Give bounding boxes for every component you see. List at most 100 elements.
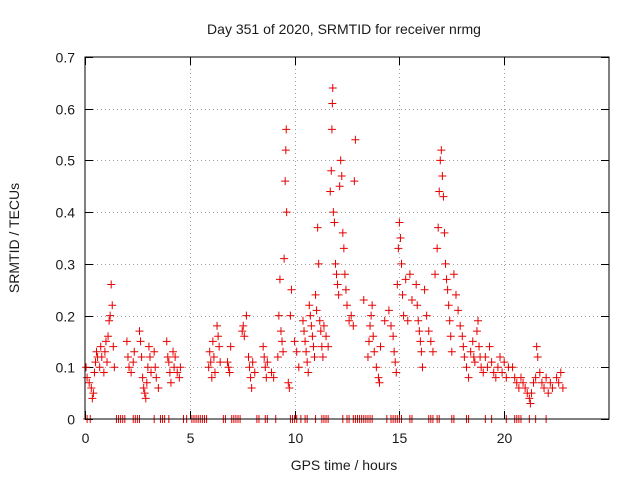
data-point: [206, 358, 215, 367]
data-point: [333, 280, 342, 289]
data-point: [143, 363, 152, 372]
data-point: [163, 352, 172, 361]
data-point: [269, 373, 278, 382]
data-point: [491, 373, 500, 382]
data-point: [521, 383, 530, 392]
data-point: [103, 358, 112, 367]
data-point: [552, 373, 561, 382]
data-point: [363, 352, 372, 361]
data-point: [313, 223, 322, 232]
data-point: [433, 244, 442, 253]
data-point: [420, 285, 429, 294]
data-point: [205, 347, 214, 356]
data-point: [273, 352, 282, 361]
data-point: [173, 368, 182, 377]
data-point: [405, 270, 414, 279]
y-tick-label: 0.4: [56, 205, 76, 221]
data-point: [376, 342, 385, 351]
data-point: [245, 363, 254, 372]
data-point: [101, 337, 110, 346]
y-axis-label: SRMTID / TECUs: [6, 183, 22, 293]
data-point: [105, 316, 114, 325]
data-point: [138, 373, 147, 382]
data-point: [446, 332, 455, 341]
data-point: [458, 332, 467, 341]
data-point: [558, 383, 567, 392]
data-point: [459, 342, 468, 351]
data-point: [169, 347, 178, 356]
data-point: [350, 177, 359, 186]
data-point: [95, 363, 104, 372]
axes: 0 0.1 0.2 0.3 0.4 0.5 0.6 0.7 0 5 10 15 20: [56, 50, 609, 446]
data-point: [339, 244, 348, 253]
data-point: [395, 218, 404, 227]
data-point: [556, 368, 565, 377]
data-point: [279, 347, 288, 356]
data-point: [328, 84, 337, 93]
data-point: [90, 368, 99, 377]
data-point: [331, 259, 340, 268]
data-point: [106, 311, 115, 320]
data-point: [267, 368, 276, 377]
data-point: [416, 337, 425, 346]
data-point: [298, 316, 307, 325]
data-point: [310, 352, 319, 361]
data-point: [529, 378, 538, 387]
data-point: [129, 358, 138, 367]
data-point: [166, 378, 175, 387]
data-point: [384, 306, 393, 315]
data-point: [225, 368, 234, 377]
data-point: [262, 373, 271, 382]
data-point: [500, 358, 509, 367]
data-point: [343, 301, 351, 310]
data-point: [209, 352, 218, 361]
data-point: [97, 352, 106, 361]
x-tick-label: 10: [288, 430, 304, 446]
data-point: [542, 373, 551, 382]
data-point: [443, 285, 452, 294]
data-point: [328, 99, 337, 108]
data-point: [175, 373, 184, 382]
data-point: [413, 301, 422, 310]
data-point: [282, 125, 291, 134]
data-point: [498, 368, 507, 377]
data-point: [109, 342, 118, 351]
data-point: [213, 321, 222, 330]
data-point: [104, 332, 113, 341]
data-point: [341, 285, 350, 294]
data-point: [479, 368, 488, 377]
data-point: [165, 368, 174, 377]
data-point: [215, 342, 224, 351]
data-point: [440, 228, 449, 237]
data-point: [424, 327, 433, 336]
data-point: [390, 347, 399, 356]
x-tick-label: 0: [82, 430, 90, 446]
data-point: [214, 332, 223, 341]
data-point: [431, 270, 440, 279]
data-point: [397, 259, 406, 268]
data-point: [481, 352, 490, 361]
data-point: [366, 321, 375, 330]
data-point: [226, 342, 235, 351]
data-point: [307, 321, 316, 330]
data-point: [259, 342, 268, 351]
grid: [85, 57, 609, 419]
data-point: [305, 301, 314, 310]
data-point: [135, 327, 144, 336]
data-point: [89, 389, 98, 398]
data-point: [306, 311, 315, 320]
y-tick-label: 0.3: [56, 257, 76, 273]
data-point: [508, 363, 517, 372]
data-point: [326, 187, 335, 196]
data-point: [108, 301, 117, 310]
data-point: [91, 358, 100, 367]
data-point: [314, 259, 323, 268]
data-point: [532, 342, 541, 351]
data-point: [145, 352, 154, 361]
data-point: [83, 373, 92, 382]
data-point: [332, 270, 341, 279]
data-point: [151, 363, 160, 372]
data-point: [287, 285, 296, 294]
data-point: [171, 352, 180, 361]
data-point: [275, 275, 284, 284]
